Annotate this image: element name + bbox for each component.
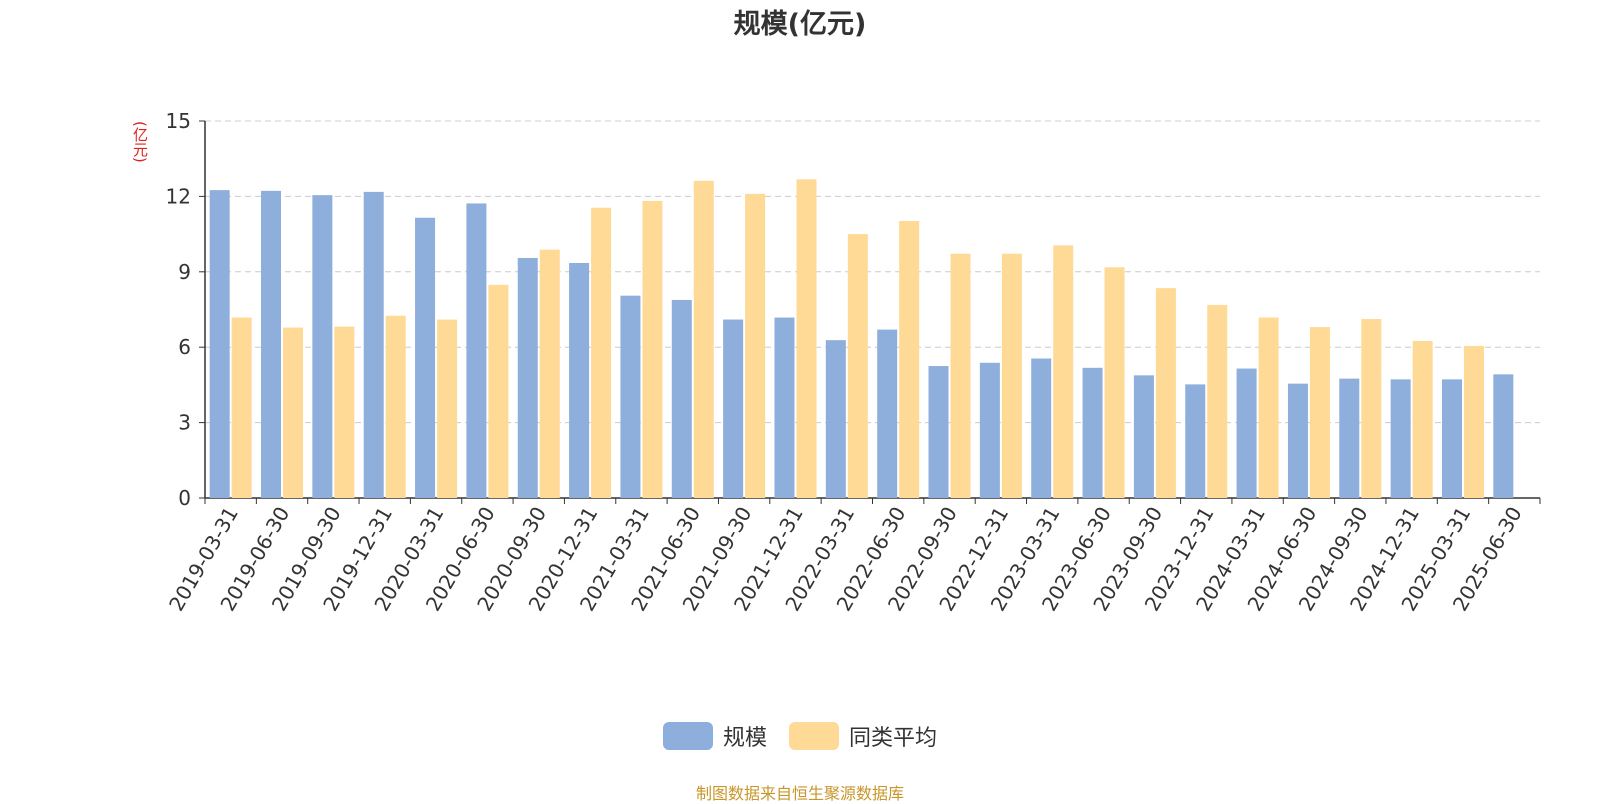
bar-peer-avg	[899, 221, 920, 498]
bar-scale	[671, 299, 692, 498]
legend-item-peer-avg[interactable]: 同类平均	[789, 720, 937, 752]
y-tick-label: 15	[166, 109, 191, 133]
bar-peer-avg	[1258, 317, 1279, 498]
bar-peer-avg	[1463, 345, 1484, 498]
bar-scale	[774, 317, 795, 498]
bar-scale	[209, 190, 230, 498]
bar-peer-avg	[1309, 327, 1330, 498]
bar-scale	[877, 329, 898, 498]
y-tick-label: 12	[166, 184, 191, 208]
legend-item-scale[interactable]: 规模	[662, 720, 767, 752]
bar-scale	[620, 295, 641, 498]
legend-label-peer-avg: 同类平均	[849, 726, 938, 751]
bar-peer-avg	[1361, 319, 1382, 498]
bar-peer-avg	[1155, 288, 1176, 498]
bar-scale	[1185, 384, 1206, 498]
bar-peer-avg	[1053, 245, 1074, 498]
bar-peer-avg	[385, 315, 406, 498]
bar-scale	[979, 362, 1000, 498]
bar-scale	[466, 203, 487, 499]
source-note: 制图数据来自恒生聚源数据库	[695, 784, 904, 803]
bar-peer-avg	[488, 284, 509, 498]
bar-scale	[1031, 358, 1052, 498]
bar-scale	[1441, 379, 1462, 498]
bar-peer-avg	[950, 253, 971, 498]
bar-peer-avg	[693, 180, 714, 499]
bar-peer-avg	[334, 326, 355, 498]
bar-scale	[312, 195, 333, 499]
y-tick-label: 6	[178, 335, 191, 359]
bar-scale	[1390, 379, 1411, 498]
bar-peer-avg	[642, 200, 663, 498]
bar-scale	[569, 263, 590, 498]
bar-scale	[261, 190, 282, 498]
bar-scale	[1133, 375, 1154, 498]
bar-scale	[723, 319, 744, 498]
bar-peer-avg	[1412, 340, 1433, 498]
bar-peer-avg	[591, 207, 612, 498]
bar-peer-avg	[796, 179, 817, 498]
y-axis-label: (亿元)	[131, 121, 149, 163]
bar-scale	[517, 257, 538, 498]
bar-scale	[1236, 368, 1257, 498]
bar-scale	[928, 366, 949, 498]
bar-peer-avg	[539, 249, 560, 498]
bar-scale	[415, 217, 436, 498]
bar-scale	[363, 191, 384, 498]
y-tick-label: 0	[178, 486, 191, 510]
y-tick-label: 3	[178, 411, 191, 435]
bar-scale	[1339, 378, 1360, 498]
bar-peer-avg	[283, 327, 304, 498]
bar-scale	[1493, 374, 1514, 498]
legend-swatch-peer-avg	[789, 722, 839, 750]
legend-label-scale: 规模	[722, 726, 767, 751]
bar-scale	[1082, 367, 1103, 498]
bar-peer-avg	[745, 193, 766, 499]
bar-peer-avg	[231, 317, 252, 498]
bar-scale	[1287, 383, 1308, 498]
bar-peer-avg	[1104, 267, 1125, 498]
bar-peer-avg	[1207, 304, 1228, 498]
legend: 规模 同类平均	[0, 720, 1600, 752]
bar-peer-avg	[1001, 253, 1022, 498]
legend-swatch-scale	[662, 722, 713, 750]
bar-peer-avg	[437, 319, 458, 498]
chart-title: 规模(亿元)	[733, 9, 867, 40]
bar-scale	[825, 340, 846, 498]
bar-chart: 036912152019-03-312019-06-302019-09-3020…	[164, 109, 1541, 615]
y-tick-label: 9	[178, 260, 191, 284]
bar-peer-avg	[847, 234, 868, 498]
